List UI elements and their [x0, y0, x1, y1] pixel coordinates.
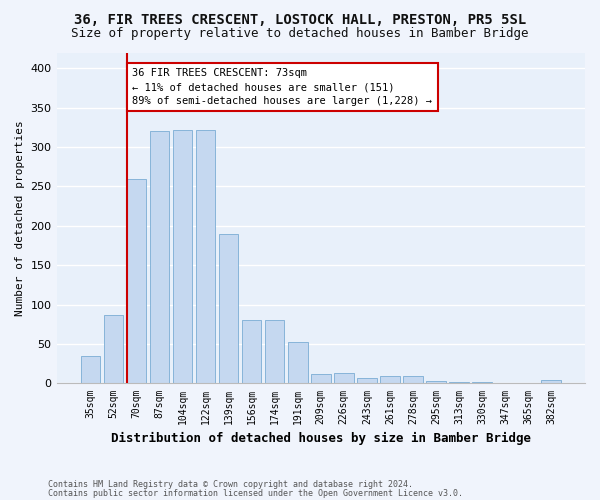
Bar — [472, 382, 492, 384]
Bar — [173, 130, 193, 384]
Bar — [518, 382, 538, 384]
Bar — [219, 234, 238, 384]
Bar — [311, 374, 331, 384]
Bar — [196, 130, 215, 384]
Bar — [380, 376, 400, 384]
Text: Size of property relative to detached houses in Bamber Bridge: Size of property relative to detached ho… — [71, 28, 529, 40]
Bar — [149, 132, 169, 384]
Bar — [426, 381, 446, 384]
Text: 36 FIR TREES CRESCENT: 73sqm
← 11% of detached houses are smaller (151)
89% of s: 36 FIR TREES CRESCENT: 73sqm ← 11% of de… — [133, 68, 433, 106]
Bar — [265, 320, 284, 384]
Bar — [288, 342, 308, 384]
Text: Contains public sector information licensed under the Open Government Licence v3: Contains public sector information licen… — [48, 490, 463, 498]
Bar — [80, 356, 100, 384]
Y-axis label: Number of detached properties: Number of detached properties — [15, 120, 25, 316]
Text: Contains HM Land Registry data © Crown copyright and database right 2024.: Contains HM Land Registry data © Crown c… — [48, 480, 413, 489]
X-axis label: Distribution of detached houses by size in Bamber Bridge: Distribution of detached houses by size … — [111, 432, 531, 445]
Bar — [334, 373, 353, 384]
Bar — [449, 382, 469, 384]
Bar — [357, 378, 377, 384]
Bar — [496, 382, 515, 384]
Bar — [104, 315, 123, 384]
Bar — [541, 380, 561, 384]
Bar — [242, 320, 262, 384]
Text: 36, FIR TREES CRESCENT, LOSTOCK HALL, PRESTON, PR5 5SL: 36, FIR TREES CRESCENT, LOSTOCK HALL, PR… — [74, 12, 526, 26]
Bar — [127, 178, 146, 384]
Bar — [403, 376, 423, 384]
